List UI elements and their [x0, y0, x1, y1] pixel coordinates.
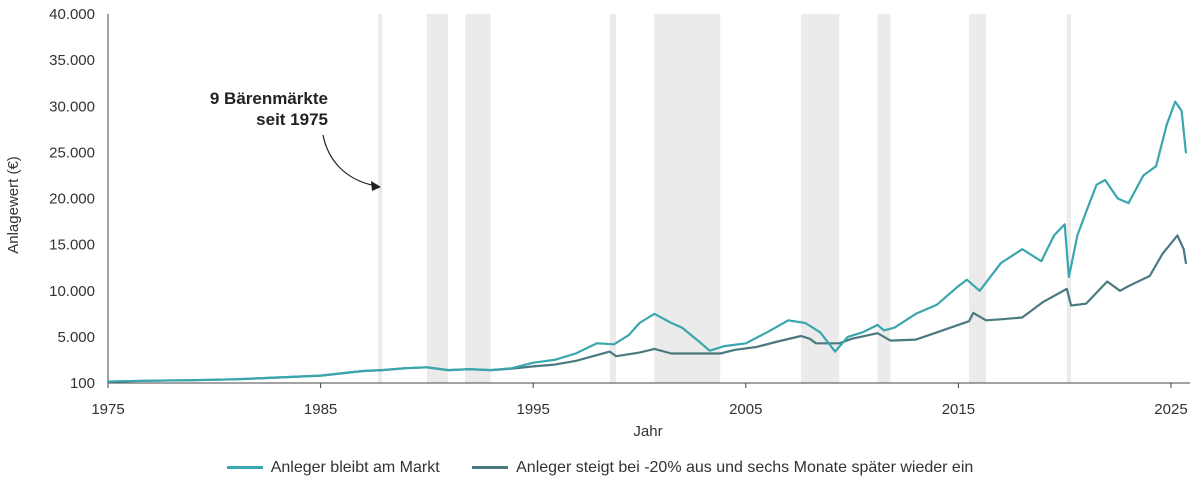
annotation-line-1: 9 Bärenmärkte: [210, 89, 328, 108]
x-axis-ticks: 1975 1985 1995 2005 2015 2025: [91, 383, 1188, 418]
y-tick-label-4: 20.000: [49, 191, 95, 208]
bear-market-band-5: [654, 14, 721, 383]
y-tick-label-1: 5.000: [57, 329, 95, 346]
y-tick-label-6: 30.000: [49, 98, 95, 115]
x-axis-title: Jahr: [633, 423, 662, 440]
y-tick-label-3: 15.000: [49, 237, 95, 254]
x-tick-label-4: 2015: [942, 401, 975, 418]
legend-swatch-market: [226, 466, 263, 469]
y-axis-ticks: 100 5.000 10.000 15.000 20.000 25.000 30.000 35…: [49, 6, 95, 392]
y-tick-label-5: 25.000: [49, 144, 95, 161]
bear-market-band-3: [465, 14, 491, 383]
series-line-1: [106, 100, 1188, 383]
series-line-2: [106, 234, 1188, 383]
annotation-line-2: seit 1975: [256, 110, 328, 129]
annotation-arrowhead: [371, 181, 381, 191]
bear-market-band-2: [426, 14, 449, 383]
legend: Anleger bleibt am Markt Anleger steigt b…: [0, 456, 1200, 477]
annotation-arrow: [322, 134, 377, 187]
x-tick-label-5: 2025: [1154, 401, 1187, 418]
annotation: 9 Bärenmärkte seit 1975: [210, 89, 381, 191]
bear-market-bands: [378, 14, 1072, 383]
line-chart: 100 5.000 10.000 15.000 20.000 25.000 30.000 35…: [5, 6, 1190, 440]
bear-market-band-9: [1066, 14, 1072, 383]
x-tick-label-3: 2005: [729, 401, 762, 418]
bear-market-band-4: [609, 14, 617, 383]
legend-label-exit: Anleger steigt bei -20% aus und sechs Mo…: [516, 458, 974, 476]
bear-market-band-6: [801, 14, 840, 383]
x-tick-label-0: 1975: [91, 401, 124, 418]
series-lines: [106, 100, 1188, 383]
y-tick-label-2: 10.000: [49, 283, 95, 300]
x-tick-label-2: 1995: [517, 401, 550, 418]
legend-item-market: Anleger bleibt am Markt: [226, 458, 440, 477]
bear-market-band-1: [378, 14, 383, 383]
x-tick-label-1: 1985: [304, 401, 337, 418]
y-tick-label-8: 40.000: [49, 6, 95, 23]
legend-item-exit: Anleger steigt bei -20% aus und sechs Mo…: [472, 459, 973, 477]
legend-label-market: Anleger bleibt am Markt: [270, 458, 440, 476]
y-tick-label-0: 100: [70, 375, 95, 392]
y-tick-label-7: 35.000: [49, 52, 95, 69]
y-axis-title: Anlagewert (€): [5, 156, 22, 254]
legend-swatch-exit: [472, 466, 509, 469]
bear-market-band-8: [969, 14, 987, 383]
bear-market-band-7: [877, 14, 891, 383]
